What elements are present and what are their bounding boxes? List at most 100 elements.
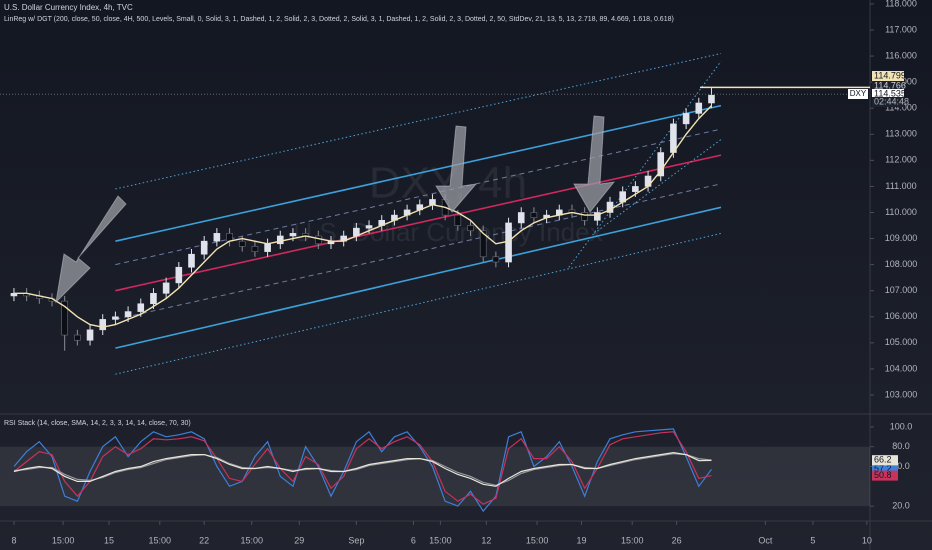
main-pane: 103.000 104.000 105.000 106.000 107.000 108.0… bbox=[0, 0, 917, 399]
regression-line bbox=[115, 183, 722, 320]
candle-body bbox=[226, 233, 233, 242]
arrow bbox=[435, 125, 478, 213]
y-tick-label: 111.000 bbox=[885, 181, 916, 191]
rsi-pane: 100.080.060.020.057.250.866.566.2 bbox=[0, 421, 913, 513]
regression-line bbox=[568, 61, 722, 268]
candle-body bbox=[150, 293, 157, 305]
arrow bbox=[573, 115, 616, 213]
y-tick-label: 103.000 bbox=[885, 389, 918, 399]
y-tick-label: 112.000 bbox=[885, 155, 917, 165]
candle-body bbox=[315, 235, 322, 245]
x-tick-label: 8 bbox=[11, 535, 16, 545]
rsi-line bbox=[13, 451, 712, 487]
candle-body bbox=[682, 113, 690, 125]
y-tick-label: 20.0 bbox=[892, 501, 910, 511]
price-tag bbox=[872, 81, 904, 91]
rsi-value-tag bbox=[872, 455, 898, 466]
indicator-legend: LinReg w/ DGT (200, close, 50, close, 4H… bbox=[4, 16, 674, 23]
candle-body bbox=[162, 282, 170, 294]
moving-average bbox=[14, 105, 713, 328]
price-tag-label: 114.535 bbox=[874, 88, 906, 98]
candle-body bbox=[492, 256, 500, 263]
x-tick-label: 6 bbox=[411, 535, 416, 545]
rsi-value-label: 50.8 bbox=[874, 470, 892, 480]
x-tick-label: 15:00 bbox=[240, 535, 263, 545]
annotation-arrows bbox=[55, 115, 616, 304]
x-tick-label: 26 bbox=[672, 535, 682, 545]
x-tick-label: 10 bbox=[862, 535, 872, 545]
candle-body bbox=[479, 230, 487, 258]
candle-body bbox=[10, 293, 18, 297]
price-tag-label: 114.766 bbox=[874, 80, 906, 90]
y-tick-label: 105.000 bbox=[885, 337, 918, 347]
candle-body bbox=[251, 246, 259, 252]
candle-body bbox=[517, 212, 525, 224]
candle-body bbox=[581, 212, 588, 221]
symbol-tag-label: DXY bbox=[850, 89, 867, 98]
candle-body bbox=[188, 253, 195, 268]
y-tick-label: 117.000 bbox=[885, 24, 917, 34]
x-tick-label: 15:00 bbox=[52, 535, 75, 545]
x-tick-label: 15 bbox=[104, 535, 114, 545]
candle-body bbox=[276, 235, 284, 245]
rsi-band bbox=[0, 446, 870, 507]
candle-body bbox=[708, 94, 715, 104]
y-tick-label: 100.0 bbox=[890, 421, 913, 431]
candle-body bbox=[695, 102, 703, 114]
watermark-name: U.S. Dollar Currency Index bbox=[293, 217, 602, 247]
regression-line bbox=[115, 206, 722, 349]
rsi-value-label: 66.2 bbox=[874, 455, 892, 465]
y-tick-label: 113.000 bbox=[885, 129, 917, 139]
candle-body bbox=[657, 152, 665, 177]
regression-line bbox=[115, 128, 722, 266]
candle-body bbox=[74, 334, 81, 341]
candle-body bbox=[99, 319, 107, 331]
regression-line bbox=[115, 104, 722, 242]
x-tick-label: 5 bbox=[810, 535, 815, 545]
candle-body bbox=[213, 233, 221, 242]
x-tick-label: Oct bbox=[758, 535, 773, 545]
candle-body bbox=[454, 214, 462, 226]
candle-body bbox=[124, 311, 132, 318]
arrow bbox=[55, 195, 127, 304]
y-tick-label: 106.000 bbox=[885, 311, 918, 321]
y-tick-label: 60.0 bbox=[892, 461, 910, 471]
rsi-line bbox=[13, 431, 712, 505]
y-tick-label: 108.000 bbox=[885, 259, 918, 269]
rsi-legend: RSI Stack (14, close, SMA, 14, 2, 3, 3, … bbox=[4, 420, 191, 427]
rsi-value-tag bbox=[872, 464, 898, 475]
candle-body bbox=[137, 303, 145, 312]
candle-body bbox=[61, 300, 68, 336]
price-tag-label: 114.799 bbox=[874, 70, 906, 80]
x-tick-label: 15:00 bbox=[149, 535, 172, 545]
y-tick-label: 104.000 bbox=[885, 363, 918, 373]
candle-body bbox=[632, 186, 639, 192]
y-tick-label: 114.000 bbox=[885, 103, 917, 113]
candle-body bbox=[429, 199, 436, 205]
candle-body bbox=[200, 240, 208, 255]
y-tick-label: 109.000 bbox=[885, 233, 918, 243]
y-tick-label: 110.000 bbox=[885, 207, 917, 217]
y-tick-label: 107.000 bbox=[885, 285, 918, 295]
y-tick-label: 116.000 bbox=[885, 50, 917, 60]
candle-body bbox=[238, 240, 246, 247]
candle-body bbox=[264, 243, 271, 252]
regression-line bbox=[115, 154, 722, 292]
y-tick-label: 80.0 bbox=[892, 441, 910, 451]
countdown-tag bbox=[872, 97, 904, 107]
x-tick-label: 19 bbox=[576, 535, 586, 545]
x-tick-label: Sep bbox=[348, 535, 364, 545]
x-tick-label: 15:00 bbox=[429, 535, 452, 545]
candle-body bbox=[467, 225, 474, 232]
candle-body bbox=[175, 266, 183, 284]
candle-body bbox=[289, 233, 297, 237]
x-tick-label: 15:00 bbox=[526, 535, 549, 545]
regression-line bbox=[115, 53, 722, 190]
candle-body bbox=[530, 212, 538, 219]
x-tick-label: 12 bbox=[481, 535, 491, 545]
candle-body bbox=[86, 329, 94, 341]
x-tick-label: 29 bbox=[294, 535, 304, 545]
price-tag bbox=[872, 89, 904, 99]
symbol-tag bbox=[848, 89, 868, 99]
